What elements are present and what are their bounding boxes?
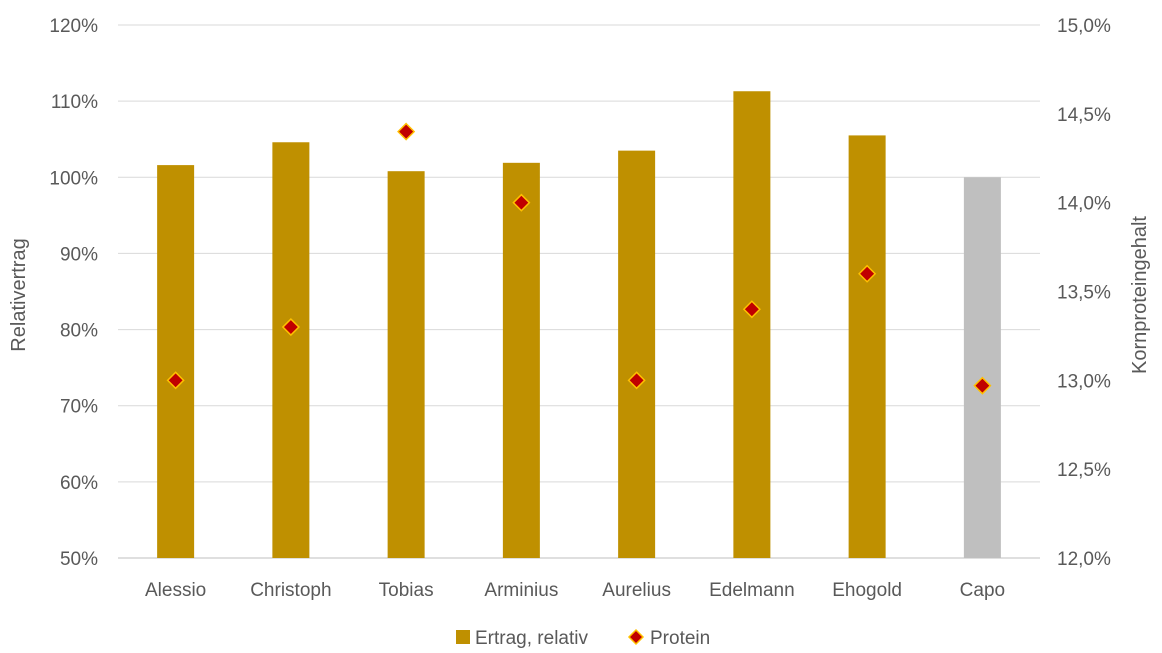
protein-point xyxy=(742,300,761,319)
y-tick-label: 80% xyxy=(60,321,98,342)
protein-point xyxy=(512,193,531,212)
y2-tick-label: 13,5% xyxy=(1057,283,1111,304)
bar xyxy=(387,171,425,559)
protein-point xyxy=(397,122,416,141)
y2-tick-label: 12,5% xyxy=(1057,460,1111,481)
right-axis-ticks: 12,0% 12,5% 13,0% 13,5% 14,0% 14,5% 15,0% xyxy=(1057,16,1111,570)
protein-point xyxy=(281,317,300,337)
bar xyxy=(618,150,656,558)
protein-series xyxy=(166,122,992,395)
legend-label-ertrag: Ertrag, relativ xyxy=(475,628,588,649)
y2-tick-label: 14,5% xyxy=(1057,105,1111,126)
legend-swatch-ertrag xyxy=(456,630,470,644)
legend-label-protein: Protein xyxy=(650,628,710,649)
x-tick-label: Edelmann xyxy=(709,580,795,601)
bar xyxy=(848,135,886,558)
bar xyxy=(963,177,1001,559)
legend: Ertrag, relativ Protein xyxy=(456,628,710,649)
x-tick-label: Arminius xyxy=(484,580,558,601)
left-axis-title: Relativertrag xyxy=(8,238,30,351)
y-tick-label: 50% xyxy=(60,549,98,570)
category-axis-ticks: Alessio Christoph Tobias Arminius Aurelius Ed… xyxy=(145,580,1005,601)
x-tick-label: Alessio xyxy=(145,580,206,601)
y-tick-label: 60% xyxy=(60,473,98,494)
y-tick-label: 100% xyxy=(49,168,98,189)
y-tick-label: 120% xyxy=(49,16,98,37)
x-tick-label: Christoph xyxy=(250,580,331,601)
bar xyxy=(502,162,540,558)
x-tick-label: Aurelius xyxy=(602,580,671,601)
bar xyxy=(733,91,771,558)
protein-point xyxy=(973,376,992,395)
right-axis-title: Kornproteingehalt xyxy=(1129,216,1151,374)
protein-point xyxy=(858,264,877,283)
y2-tick-label: 15,0% xyxy=(1057,16,1111,37)
bar xyxy=(272,142,310,558)
y-tick-label: 70% xyxy=(60,397,98,418)
left-axis-ticks: 50% 60% 70% 80% 90% 100% 110% 120% xyxy=(49,16,98,570)
y2-tick-label: 14,0% xyxy=(1057,194,1111,215)
x-tick-label: Ehogold xyxy=(832,580,902,601)
gridlines xyxy=(118,24,1040,559)
y2-tick-label: 12,0% xyxy=(1057,549,1111,570)
x-tick-label: Capo xyxy=(960,580,1005,601)
y-tick-label: 90% xyxy=(60,244,98,265)
y2-tick-label: 13,0% xyxy=(1057,371,1111,392)
legend-swatch-protein xyxy=(627,628,645,646)
protein-point xyxy=(166,371,185,390)
bar xyxy=(157,165,195,559)
x-tick-label: Tobias xyxy=(379,580,434,601)
bar-series xyxy=(157,91,1001,559)
protein-point xyxy=(627,371,646,390)
y-tick-label: 110% xyxy=(51,92,98,113)
